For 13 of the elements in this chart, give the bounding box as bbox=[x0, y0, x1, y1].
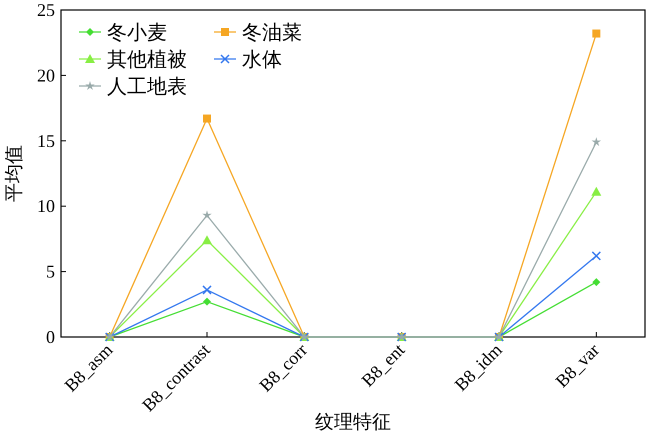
legend-label: 冬小麦 bbox=[107, 22, 167, 44]
y-tick-label: 20 bbox=[37, 65, 55, 86]
x-axis-title: 纹理特征 bbox=[315, 412, 391, 433]
legend-label: 水体 bbox=[242, 49, 282, 71]
legend-label: 冬油菜 bbox=[242, 22, 302, 44]
legend-label: 其他植被 bbox=[107, 49, 187, 71]
y-tick-label: 25 bbox=[37, 0, 55, 20]
y-tick-label: 5 bbox=[46, 262, 55, 282]
y-axis-title: 平均值 bbox=[4, 145, 25, 202]
legend-label: 人工地表 bbox=[107, 76, 187, 98]
y-tick-label: 15 bbox=[37, 130, 55, 151]
y-tick-label: 0 bbox=[46, 327, 55, 347]
y-tick-label: 10 bbox=[37, 196, 55, 216]
